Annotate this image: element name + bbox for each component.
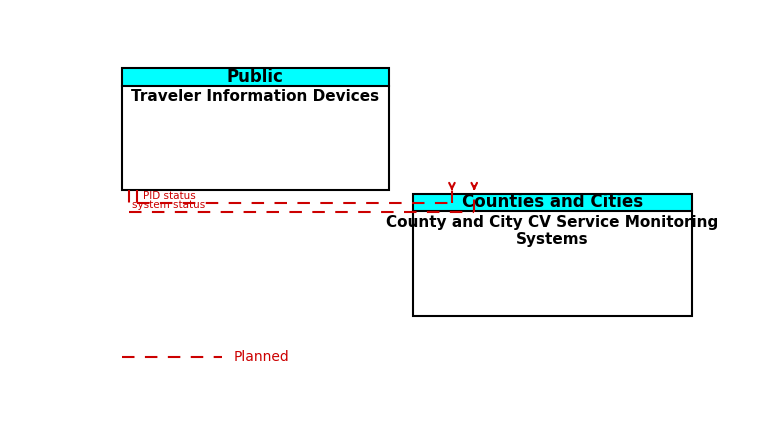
Text: County and City CV Service Monitoring
Systems: County and City CV Service Monitoring Sy… bbox=[386, 214, 719, 247]
Bar bbox=[413, 193, 692, 211]
Text: Planned: Planned bbox=[234, 350, 290, 364]
Text: Traveler Information Devices: Traveler Information Devices bbox=[131, 89, 379, 104]
Bar bbox=[122, 68, 389, 190]
Text: Counties and Cities: Counties and Cities bbox=[461, 193, 643, 211]
Text: PID status: PID status bbox=[143, 191, 196, 201]
Bar bbox=[122, 68, 389, 86]
Text: Public: Public bbox=[227, 68, 284, 86]
Bar bbox=[413, 193, 692, 316]
Text: system status: system status bbox=[132, 200, 206, 210]
